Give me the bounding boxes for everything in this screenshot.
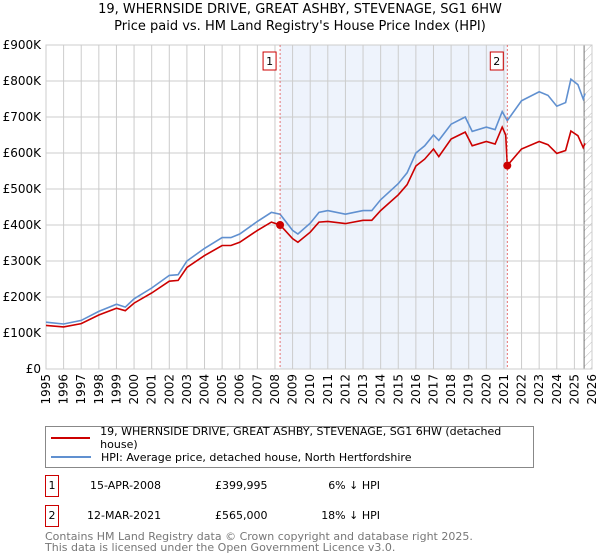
x-tick-label: 2018 bbox=[444, 374, 458, 405]
legend-item-hpi: HPI: Average price, detached house, Nort… bbox=[46, 448, 411, 466]
y-tick-label: £0 bbox=[26, 362, 41, 376]
legend: 19, WHERNSIDE DRIVE, GREAT ASHBY, STEVEN… bbox=[45, 425, 534, 468]
x-tick-label: 1996 bbox=[57, 374, 71, 405]
legend-label-property: 19, WHERNSIDE DRIVE, GREAT ASHBY, STEVEN… bbox=[100, 425, 502, 451]
event-row-2: 2 12-MAR-2021 £565,000 18% ↓ HPI bbox=[45, 505, 445, 527]
x-tick-label: 2020 bbox=[479, 374, 493, 405]
sale-label: 2 bbox=[493, 55, 500, 68]
x-tick-label: 2006 bbox=[233, 374, 247, 405]
x-tick-label: 2022 bbox=[515, 374, 529, 405]
x-tick-label: 2025 bbox=[567, 374, 581, 405]
x-tick-label: 2008 bbox=[268, 374, 282, 405]
sale-point bbox=[276, 221, 285, 230]
property-price-line bbox=[45, 125, 586, 328]
footer-line: Contains HM Land Registry data © Crown c… bbox=[45, 530, 473, 543]
x-tick-label: 2013 bbox=[356, 374, 370, 405]
forecast-hatch bbox=[584, 45, 592, 369]
legend-item-property: 19, WHERNSIDE DRIVE, GREAT ASHBY, STEVEN… bbox=[46, 425, 533, 451]
x-tick-label: 2016 bbox=[409, 374, 423, 405]
legend-swatch-hpi bbox=[51, 456, 91, 458]
y-tick-label: £600K bbox=[3, 146, 43, 160]
x-tick-label: 1995 bbox=[39, 374, 53, 405]
chart-title: 19, WHERNSIDE DRIVE, GREAT ASHBY, STEVEN… bbox=[98, 2, 502, 17]
event-diff: 6% ↓ HPI bbox=[328, 479, 380, 492]
y-tick-label: £800K bbox=[3, 74, 43, 88]
event-marker: 2 bbox=[45, 505, 59, 527]
event-price: £565,000 bbox=[215, 509, 268, 522]
plot-border bbox=[45, 44, 593, 370]
sale-label: 1 bbox=[266, 55, 273, 68]
legend-swatch-property bbox=[51, 437, 91, 439]
event-date: 12-MAR-2021 bbox=[87, 509, 162, 522]
x-tick-label: 2005 bbox=[215, 374, 229, 405]
x-tick-label: 2007 bbox=[250, 374, 264, 405]
sale-label-box bbox=[262, 51, 277, 71]
footer: Contains HM Land Registry data © Crown c… bbox=[45, 531, 473, 553]
x-tick-label: 2010 bbox=[303, 374, 317, 405]
x-tick-label: 2001 bbox=[145, 374, 159, 405]
x-tick-label: 2015 bbox=[391, 374, 405, 405]
chart: 1 2 £0 £100K £200K £300K £400K £500K £600K £700K £… bbox=[3, 38, 599, 405]
x-tick-label: 1999 bbox=[109, 374, 123, 405]
x-tick-label: 2023 bbox=[532, 374, 546, 405]
x-tick-label: 1997 bbox=[74, 374, 88, 405]
y-tick-label: £900K bbox=[3, 38, 43, 52]
x-tick-label: 2026 bbox=[585, 374, 599, 405]
x-tick-label: 2021 bbox=[497, 374, 511, 405]
footer-line: This data is licensed under the Open Gov… bbox=[45, 541, 396, 554]
x-tick-label: 2011 bbox=[321, 374, 335, 405]
event-marker: 1 bbox=[45, 475, 59, 497]
x-tick-label: 2002 bbox=[162, 374, 176, 405]
y-tick-label: £100K bbox=[3, 326, 43, 340]
chart-subtitle: Price paid vs. HM Land Registry's House … bbox=[114, 19, 486, 34]
y-tick-label: £200K bbox=[3, 290, 43, 304]
x-tick-label: 2017 bbox=[426, 374, 440, 405]
sale-period-shade bbox=[280, 45, 508, 369]
y-tick-label: £400K bbox=[3, 218, 43, 232]
x-tick-label: 2014 bbox=[374, 374, 388, 405]
x-tick-label: 2004 bbox=[198, 374, 212, 405]
y-tick-label: £500K bbox=[3, 182, 43, 196]
event-date: 15-APR-2008 bbox=[90, 479, 162, 492]
x-tick-label: 2009 bbox=[286, 374, 300, 405]
x-tick-label: 2019 bbox=[462, 374, 476, 405]
sale-label-box bbox=[489, 51, 504, 71]
x-tick-label: 1998 bbox=[92, 374, 106, 405]
hpi-line bbox=[45, 77, 586, 325]
x-tick-label: 2024 bbox=[550, 374, 564, 405]
event-diff: 18% ↓ HPI bbox=[321, 509, 380, 522]
event-price: £399,995 bbox=[215, 479, 268, 492]
x-tick-label: 2003 bbox=[180, 374, 194, 405]
y-tick-label: £300K bbox=[3, 254, 43, 268]
sale-point bbox=[503, 161, 512, 170]
x-tick-label: 2012 bbox=[338, 374, 352, 405]
event-row-1: 1 15-APR-2008 £399,995 6% ↓ HPI bbox=[45, 475, 445, 497]
x-tick-label: 2000 bbox=[127, 374, 141, 405]
legend-label-hpi: HPI: Average price, detached house, Nort… bbox=[101, 450, 412, 464]
y-tick-label: £700K bbox=[3, 110, 43, 124]
